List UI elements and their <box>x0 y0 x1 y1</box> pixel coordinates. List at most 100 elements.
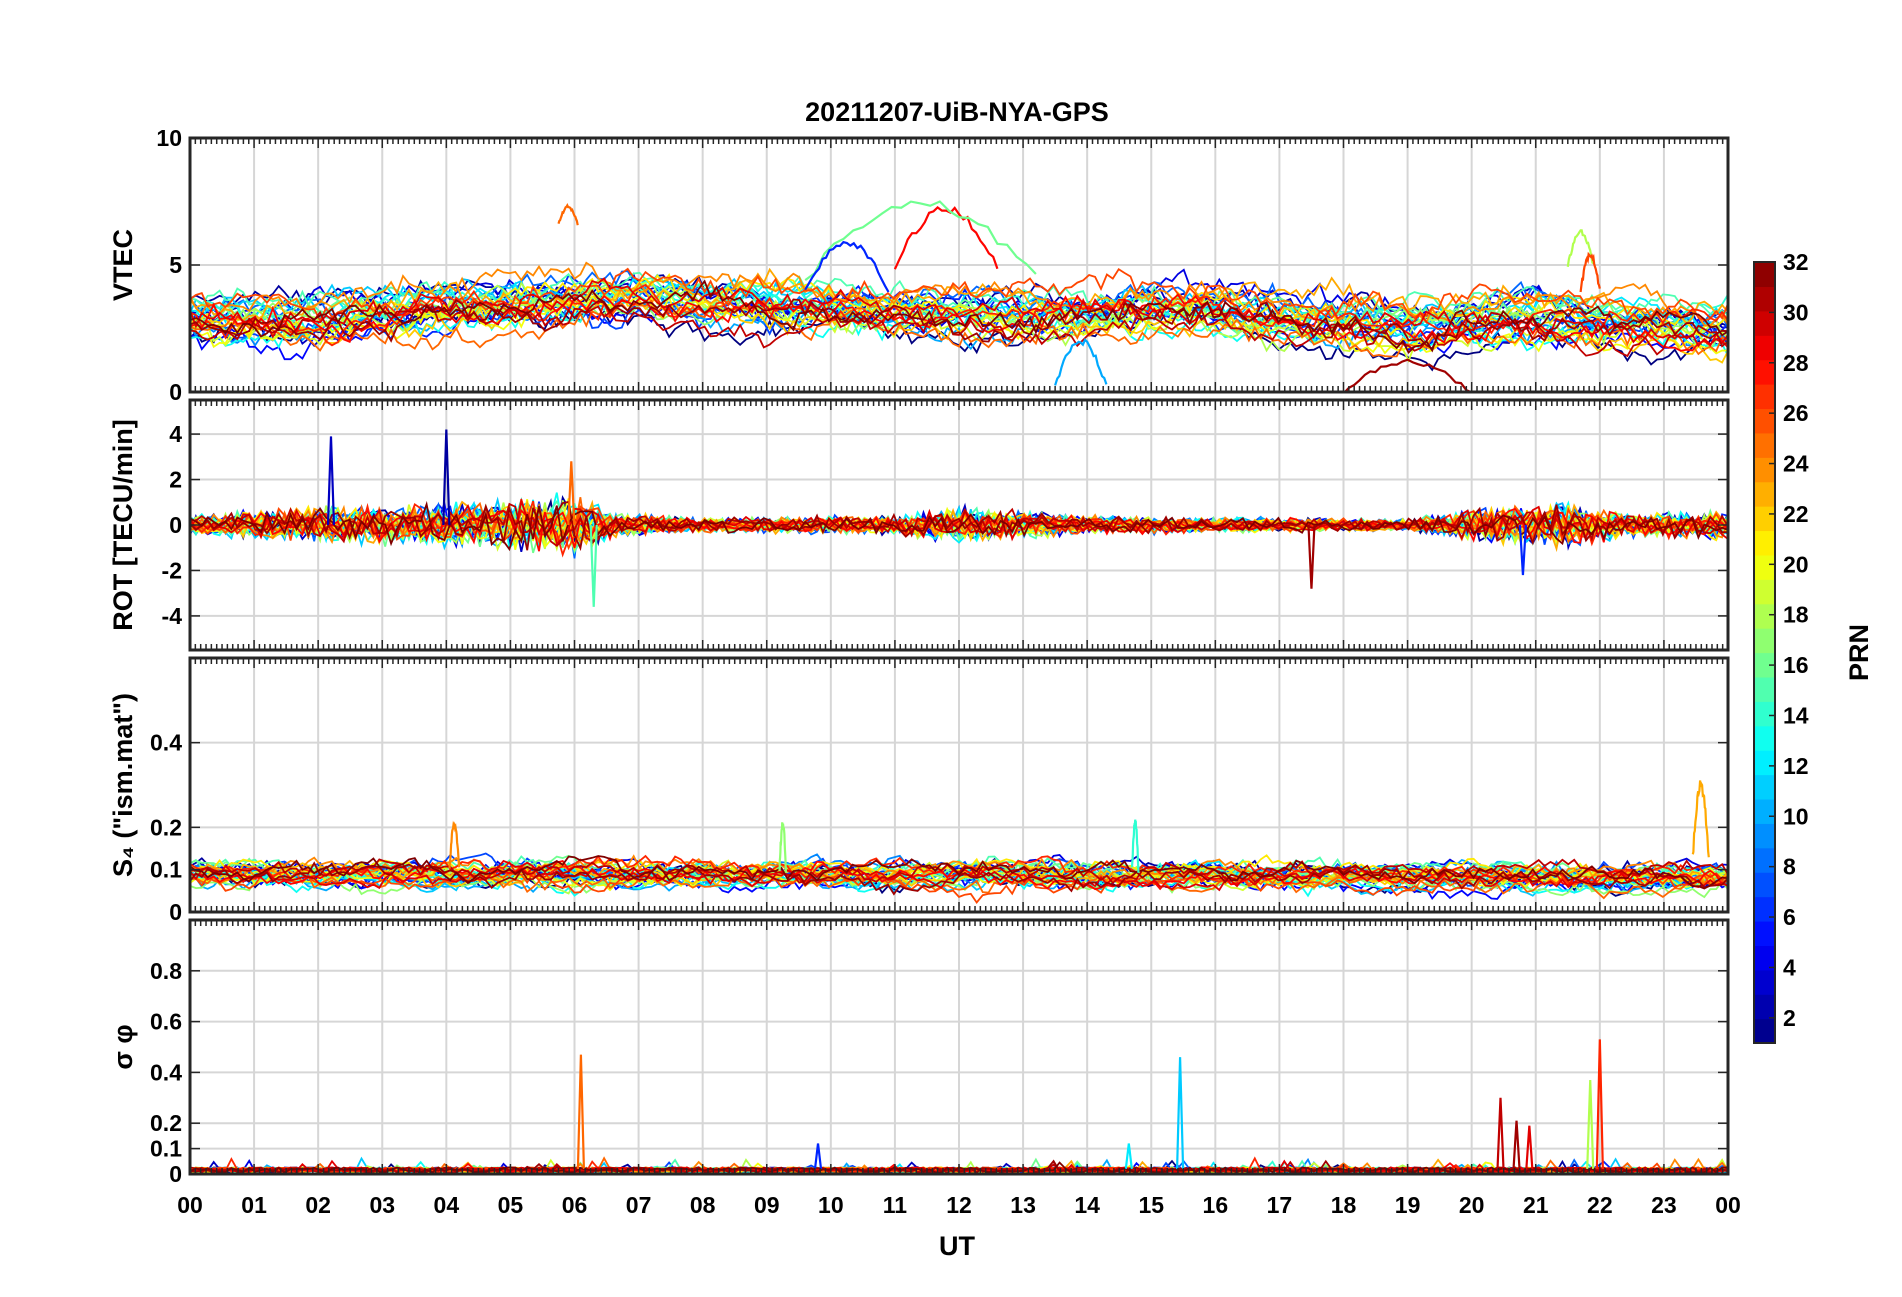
colorbar-band <box>1754 823 1775 849</box>
y-axis-label: VTEC <box>108 229 138 301</box>
colorbar-band <box>1754 359 1775 385</box>
colorbar-tick-label: 14 <box>1783 702 1809 728</box>
colorbar-band <box>1754 896 1775 922</box>
series-line-prn-31 <box>190 861 1728 896</box>
colorbar-tick-label: 20 <box>1783 551 1809 577</box>
spike-prn-25 <box>576 1054 586 1169</box>
series-line-prn-32 <box>190 855 1728 890</box>
feature-prn-25 <box>557 203 579 226</box>
colorbar-band <box>1754 652 1775 678</box>
colorbar-band <box>1754 286 1775 312</box>
spike-prn-31 <box>1307 524 1316 589</box>
y-tick-label: 0 <box>169 512 182 538</box>
traces <box>190 429 1728 607</box>
series-line-prn-26 <box>190 866 1728 904</box>
feature-prn-14 <box>1130 819 1140 873</box>
feature-prn-17 <box>778 822 788 873</box>
y-tick-label: 0.6 <box>150 1009 182 1035</box>
colorbar-band <box>1754 1018 1775 1044</box>
x-tick-label: 13 <box>1010 1192 1036 1218</box>
colorbar-band <box>1754 920 1775 946</box>
x-tick-label: 01 <box>241 1192 267 1218</box>
x-tick-label: 16 <box>1203 1192 1229 1218</box>
y-tick-label: 0.1 <box>150 1136 182 1162</box>
colorbar-band <box>1754 408 1775 434</box>
y-tick-label: 0.4 <box>150 730 182 756</box>
spike-prn-25 <box>567 461 576 526</box>
colorbar-tick-label: 26 <box>1783 400 1809 426</box>
y-tick-label: 0 <box>169 899 182 925</box>
x-tick-label: 11 <box>883 1192 908 1218</box>
y-tick-label: 10 <box>156 125 182 151</box>
colorbar-band <box>1754 750 1775 776</box>
x-tick-label: 22 <box>1587 1192 1613 1218</box>
feature-prn-16 <box>804 200 1037 281</box>
y-axis-label: ROT [TECU/min] <box>108 419 138 630</box>
colorbar-band <box>1754 994 1775 1020</box>
colorbar-band <box>1754 554 1775 580</box>
y-axis-label: σ φ <box>108 1024 138 1069</box>
panel-sigma_phi: 00.10.2 0.4 0.6 0.8 σ φ <box>108 918 1730 1187</box>
colorbar-tick-label: 12 <box>1783 753 1809 779</box>
x-tick-label: 08 <box>690 1192 716 1218</box>
colorbar-band <box>1754 432 1775 458</box>
x-tick-label: 09 <box>754 1192 780 1218</box>
y-tick-label: 5 <box>169 252 182 278</box>
traces <box>190 200 1728 392</box>
x-tick-label: 05 <box>498 1192 524 1218</box>
x-tick-label: 04 <box>434 1192 460 1218</box>
panel-s4: 0 0.1 0.2 0.4 S₄ ("ism.mat") <box>108 656 1730 925</box>
chart-title: 20211207-UiB-NYA-GPS <box>805 97 1109 127</box>
tick-marks <box>189 137 1729 393</box>
colorbar-band <box>1754 506 1775 532</box>
colorbar-tick-label: 8 <box>1783 854 1796 880</box>
colorbar-band <box>1754 872 1775 898</box>
series-line-prn-30 <box>190 303 1728 358</box>
colorbar-tick-label: 10 <box>1783 803 1809 829</box>
x-tick-label: 00 <box>1715 1192 1741 1218</box>
series-line-prn-29 <box>190 277 1728 348</box>
colorbar-tick-label: 24 <box>1783 451 1809 477</box>
spike-prn-27 <box>1595 1039 1604 1169</box>
feature-prn-10 <box>1054 337 1108 386</box>
colorbar-band <box>1754 969 1775 995</box>
colorbar-band <box>1754 457 1775 483</box>
feature-prn-18 <box>1566 229 1595 267</box>
colorbar-band <box>1754 847 1775 873</box>
colorbar-band <box>1754 774 1775 800</box>
tick-marks <box>189 400 1729 650</box>
spike-prn-18 <box>1586 1079 1595 1169</box>
colorbar-tick-label: 2 <box>1783 1005 1796 1031</box>
colorbar-band <box>1754 310 1775 336</box>
feature-prn-26 <box>1579 251 1601 293</box>
colorbar-tick-label: 22 <box>1783 501 1809 527</box>
x-tick-label: 10 <box>818 1192 844 1218</box>
panel-vtec: 0 5 10 VTEC <box>108 125 1730 405</box>
colorbar-tick-label: 30 <box>1783 299 1809 325</box>
colorbar-tick-label: 6 <box>1783 904 1796 930</box>
y-tick-label: -4 <box>162 603 183 629</box>
x-axis-label: UT <box>939 1231 975 1261</box>
x-tick-label: 21 <box>1523 1192 1549 1218</box>
feature-prn-28 <box>893 205 999 270</box>
spike-prn-30 <box>1496 1097 1505 1169</box>
colorbar-band <box>1754 725 1775 751</box>
colorbar-band <box>1754 701 1775 727</box>
spike-prn-12 <box>1124 1143 1133 1170</box>
colorbar-band <box>1754 384 1775 410</box>
feature-prn-24 <box>448 820 461 869</box>
x-tick-label: 23 <box>1651 1192 1677 1218</box>
x-tick-label: 06 <box>562 1192 588 1218</box>
colorbar-band <box>1754 676 1775 702</box>
series-line-prn-32 <box>190 279 1728 355</box>
colorbar-tick-label: 32 <box>1783 249 1809 275</box>
feature-prn-31 <box>1343 358 1473 392</box>
y-tick-label: 0 <box>169 379 182 405</box>
spike-prn-6 <box>813 1143 823 1170</box>
colorbar-band <box>1754 530 1775 556</box>
y-tick-label: 0.1 <box>150 857 182 883</box>
spike-prn-3 <box>326 436 336 526</box>
tick-marks <box>189 920 1729 1175</box>
